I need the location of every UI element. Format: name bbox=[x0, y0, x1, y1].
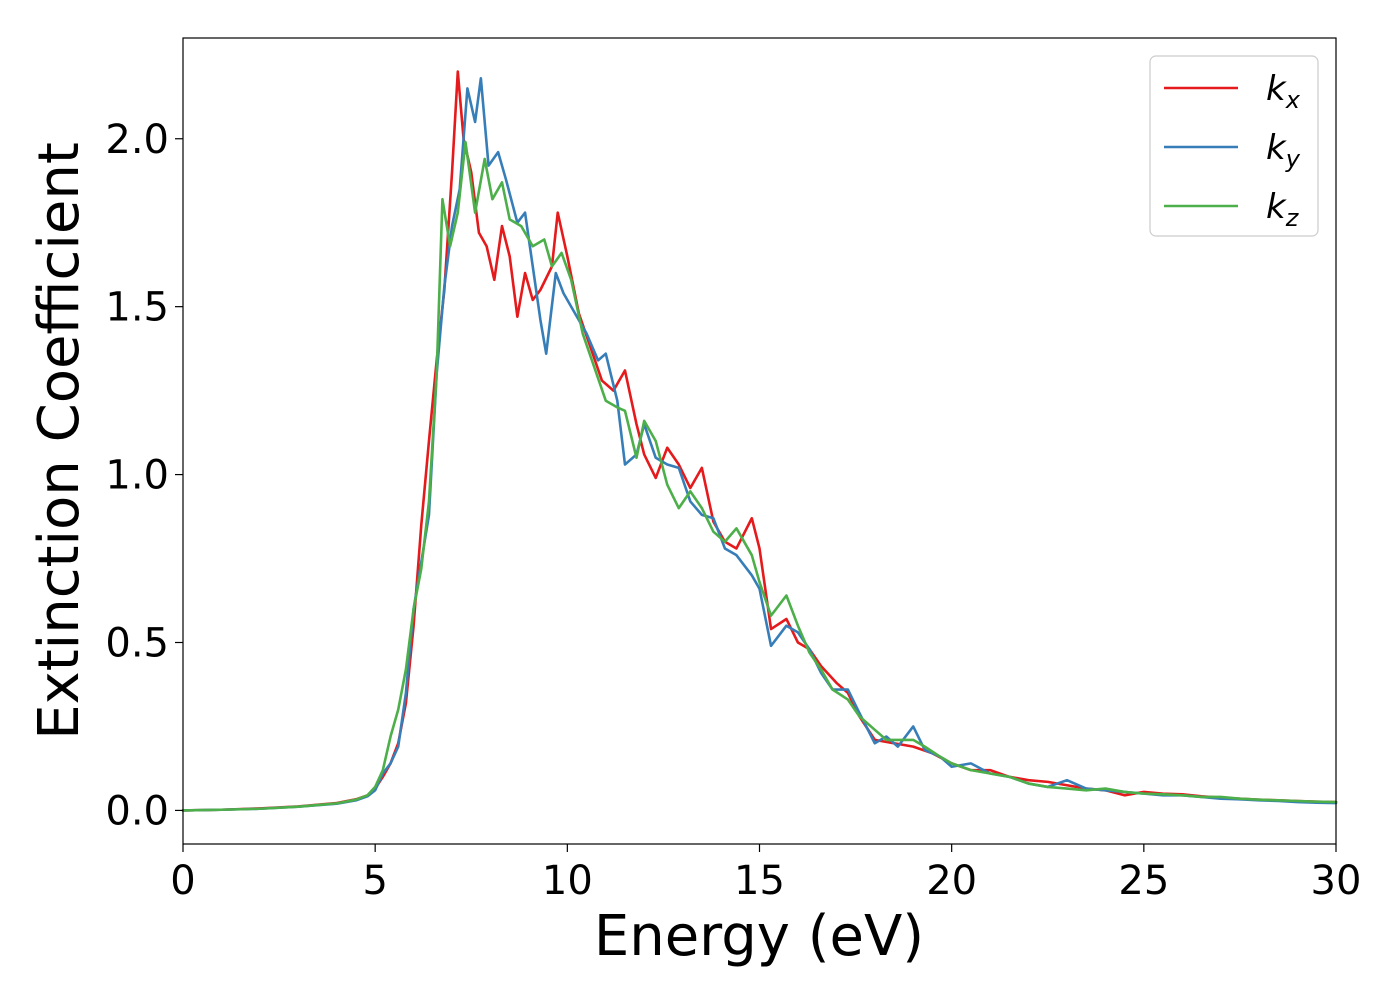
y-tick-label: 1.0 bbox=[105, 453, 169, 499]
series-line-k-z bbox=[181, 140, 1338, 812]
x-tick-label: 0 bbox=[170, 858, 195, 904]
plot-area bbox=[183, 38, 1336, 844]
x-tick-label: 10 bbox=[542, 858, 593, 904]
x-tick-label: 5 bbox=[362, 858, 387, 904]
series-line-k-x bbox=[181, 70, 1338, 812]
series-line-k-y bbox=[181, 77, 1338, 812]
legend: kx ky kz bbox=[1149, 55, 1319, 237]
legend-label-k-z: kz bbox=[1266, 187, 1300, 232]
legend-label-k-y: ky bbox=[1266, 128, 1301, 173]
x-tick-label: 25 bbox=[1118, 858, 1169, 904]
y-tick-label: 1.5 bbox=[105, 285, 169, 331]
legend-label-k-x: kx bbox=[1266, 69, 1301, 114]
x-axis-label: Energy (eV) bbox=[594, 904, 924, 969]
y-tick-label: 2.0 bbox=[105, 117, 169, 163]
y-axis-label: Extinction Coefficient bbox=[27, 142, 92, 740]
series-layer bbox=[181, 70, 1338, 812]
axes-layer: 0 5 10 15 20 25 30 0.0 0.5 1.0 1.5 2.0 bbox=[105, 37, 1362, 904]
plot-background bbox=[183, 38, 1336, 844]
y-tick-label: 0.5 bbox=[105, 621, 169, 667]
x-tick-label: 20 bbox=[926, 858, 977, 904]
x-tick-label: 30 bbox=[1311, 858, 1362, 904]
y-tick-label: 0.0 bbox=[105, 788, 169, 834]
x-tick-label: 15 bbox=[734, 858, 785, 904]
